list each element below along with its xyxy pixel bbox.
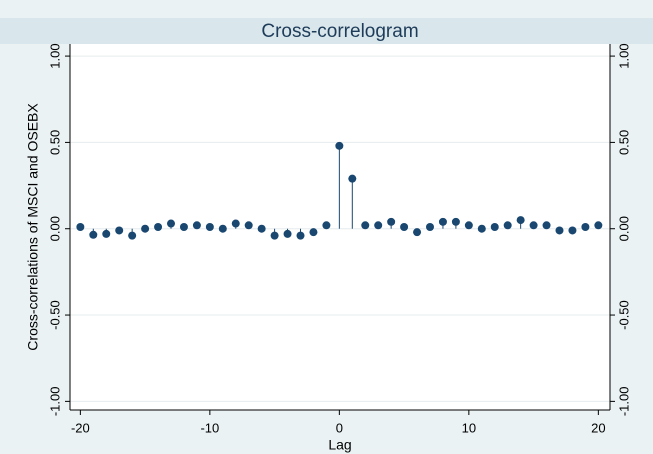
point: [413, 228, 422, 237]
point: [490, 223, 499, 231]
title-band: [0, 18, 653, 44]
x-tick-label: 20: [591, 420, 605, 435]
point: [244, 221, 253, 230]
point: [192, 221, 201, 230]
y-tick-label: 0.00: [47, 216, 62, 241]
y-tick-label: 0.50: [47, 130, 62, 155]
point: [102, 229, 111, 238]
point: [529, 221, 538, 230]
point: [76, 223, 85, 231]
point: [594, 221, 603, 230]
point: [141, 224, 150, 233]
y2-tick-label: 0.50: [616, 130, 631, 155]
y2-tick-label: 1.00: [616, 43, 631, 68]
point: [438, 217, 447, 226]
point: [231, 219, 240, 228]
point: [283, 229, 292, 238]
y-tick-label: 1.00: [47, 43, 62, 68]
point: [361, 221, 370, 230]
point: [348, 174, 357, 183]
point: [503, 221, 512, 230]
y-axis-label: Cross-correlations of MSCI and OSEBX: [25, 103, 41, 351]
point: [270, 231, 279, 240]
point: [167, 219, 176, 228]
point: [128, 231, 137, 240]
point: [296, 231, 305, 240]
point: [568, 226, 577, 235]
y-tick-label: -1.00: [47, 387, 62, 417]
point: [374, 221, 383, 230]
point: [400, 223, 409, 231]
x-axis-label: Lag: [328, 437, 351, 453]
point: [581, 223, 590, 231]
chart-title: Cross-correlogram: [261, 21, 418, 42]
y-tick-label: -0.50: [47, 300, 62, 330]
point: [451, 217, 460, 226]
y2-tick-label: -1.00: [616, 387, 631, 417]
point: [205, 223, 214, 231]
point: [426, 223, 434, 231]
point: [257, 224, 266, 233]
x-tick-label: 10: [462, 420, 476, 435]
point: [179, 223, 188, 231]
point: [516, 216, 525, 225]
plot-area: [70, 44, 610, 410]
x-tick-label: 0: [336, 420, 343, 435]
point: [335, 141, 344, 150]
y2-tick-label: -0.50: [616, 300, 631, 330]
point: [309, 228, 318, 237]
point: [477, 224, 486, 233]
point: [154, 223, 163, 231]
point: [387, 217, 396, 226]
point: [322, 221, 331, 230]
point: [89, 230, 98, 239]
point: [555, 226, 564, 235]
point: [218, 224, 227, 233]
y2-tick-label: 0.00: [616, 216, 631, 241]
point: [115, 226, 124, 235]
point: [464, 221, 473, 230]
x-tick-label: -20: [71, 420, 90, 435]
point: [542, 221, 551, 230]
x-tick-label: -10: [200, 420, 219, 435]
